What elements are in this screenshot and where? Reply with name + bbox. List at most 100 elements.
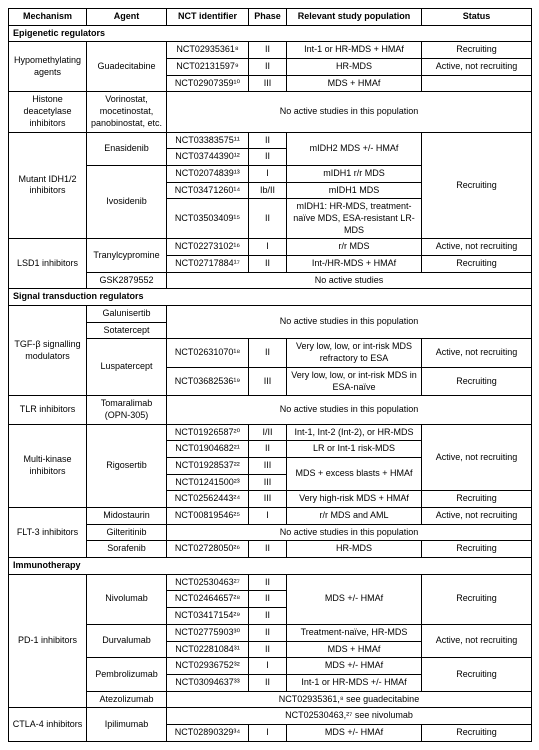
- table-row: Histone deacetylase inhibitors Vorinosta…: [9, 92, 532, 132]
- cell-phase: II: [249, 199, 287, 239]
- cell-pop: r/r MDS: [287, 239, 422, 256]
- cell-phase: III: [249, 75, 287, 92]
- table-row: TGF-β signalling modulators Galunisertib…: [9, 306, 532, 323]
- cell-mechanism: PD-1 inhibitors: [9, 574, 87, 708]
- cell-nct: NCT02562443²⁴: [167, 491, 249, 508]
- cell-pop: r/r MDS and AML: [287, 508, 422, 525]
- cell-nct: NCT01926587²⁰: [167, 424, 249, 441]
- cell-agent: Pembrolizumab: [87, 658, 167, 691]
- cell-agent: GSK2879552: [87, 272, 167, 289]
- cell-note: No active studies in this population: [167, 524, 532, 541]
- cell-phase: Ib/II: [249, 182, 287, 199]
- table-row: PD-1 inhibitors Nivolumab NCT02530463²⁷ …: [9, 574, 532, 591]
- cell-phase: II: [249, 59, 287, 76]
- cell-pop: MDS + HMAf: [287, 641, 422, 658]
- cell-phase: I: [249, 724, 287, 741]
- cell-pop: MDS +/- HMAf: [287, 724, 422, 741]
- cell-phase: II: [249, 541, 287, 558]
- cell-phase: II: [249, 42, 287, 59]
- cell-pop: Very low, low, or int-risk MDS refractor…: [287, 339, 422, 367]
- cell-phase: II: [249, 624, 287, 641]
- cell-pop: Int-/HR-MDS + HMAf: [287, 256, 422, 273]
- cell-note: No active studies in this population: [167, 396, 532, 424]
- cell-pop: mIDH1 MDS: [287, 182, 422, 199]
- section-label: Immunotherapy: [9, 558, 532, 575]
- cell-note: No active studies: [167, 272, 532, 289]
- cell-mechanism: Histone deacetylase inhibitors: [9, 92, 87, 132]
- cell-pop: Int-1 or HR-MDS +/- HMAf: [287, 674, 422, 691]
- table-row: CTLA-4 inhibitors Ipilimumab NCT02530463…: [9, 708, 532, 725]
- cell-nct: NCT02717884¹⁷: [167, 256, 249, 273]
- clinical-trials-table: Mechanism Agent NCT identifier Phase Rel…: [8, 8, 532, 742]
- cell-nct: NCT02530463²⁷: [167, 574, 249, 591]
- cell-agent: Rigosertib: [87, 424, 167, 507]
- cell-phase: I: [249, 508, 287, 525]
- table-row: Sorafenib NCT02728050²⁶ II HR-MDS Recrui…: [9, 541, 532, 558]
- cell-nct: NCT03417154²⁹: [167, 608, 249, 625]
- cell-phase: III: [249, 367, 287, 395]
- section-epigenetic: Epigenetic regulators: [9, 25, 532, 42]
- col-phase: Phase: [249, 9, 287, 26]
- cell-pop: Treatment-naïve, HR-MDS: [287, 624, 422, 641]
- cell-mechanism: LSD1 inhibitors: [9, 239, 87, 289]
- cell-status: Active, not recruiting: [422, 424, 532, 491]
- cell-nct: NCT02464657²⁸: [167, 591, 249, 608]
- cell-phase: II: [249, 339, 287, 367]
- cell-agent: Luspatercept: [87, 339, 167, 396]
- cell-mechanism: Hypomethylating agents: [9, 42, 87, 92]
- cell-phase: III: [249, 457, 287, 474]
- cell-status: Recruiting: [422, 574, 532, 624]
- table-row: TLR inhibitors Tomaralimab (OPN-305) No …: [9, 396, 532, 424]
- cell-pop: HR-MDS: [287, 59, 422, 76]
- cell-phase: I: [249, 658, 287, 675]
- cell-pop: MDS +/- HMAf: [287, 658, 422, 675]
- cell-phase: II: [249, 132, 287, 149]
- cell-pop: Int-1 or HR-MDS + HMAf: [287, 42, 422, 59]
- cell-nct: NCT03503409¹⁵: [167, 199, 249, 239]
- cell-status: Recruiting: [422, 132, 532, 239]
- cell-agent: Sotatercept: [87, 322, 167, 339]
- cell-nct: NCT01241500²³: [167, 474, 249, 491]
- cell-nct: NCT03744390¹²: [167, 149, 249, 166]
- cell-agent: Nivolumab: [87, 574, 167, 624]
- cell-nct: NCT03383575¹¹: [167, 132, 249, 149]
- cell-mechanism: TLR inhibitors: [9, 396, 87, 424]
- cell-phase: II: [249, 591, 287, 608]
- table-row: GSK2879552 No active studies: [9, 272, 532, 289]
- cell-agent: Atezolizumab: [87, 691, 167, 708]
- cell-nct: NCT02728050²⁶: [167, 541, 249, 558]
- cell-nct: NCT00819546²⁵: [167, 508, 249, 525]
- cell-pop: Very low, low, or int-risk MDS in ESA-na…: [287, 367, 422, 395]
- cell-status: Recruiting: [422, 658, 532, 691]
- cell-nct: NCT01904682²¹: [167, 441, 249, 458]
- cell-status: Active, not recruiting: [422, 239, 532, 256]
- cell-agent: Durvalumab: [87, 624, 167, 657]
- col-agent: Agent: [87, 9, 167, 26]
- col-mechanism: Mechanism: [9, 9, 87, 26]
- col-nct: NCT identifier: [167, 9, 249, 26]
- section-immuno: Immunotherapy: [9, 558, 532, 575]
- cell-pop: mIDH1: HR-MDS, treatment-naïve MDS, ESA-…: [287, 199, 422, 239]
- cell-nct: NCT03682536¹⁹: [167, 367, 249, 395]
- cell-status: Active, not recruiting: [422, 508, 532, 525]
- table-row: FLT-3 inhibitors Midostaurin NCT00819546…: [9, 508, 532, 525]
- header-row: Mechanism Agent NCT identifier Phase Rel…: [9, 9, 532, 26]
- section-label: Signal transduction regulators: [9, 289, 532, 306]
- cell-pop: MDS +/- HMAf: [287, 574, 422, 624]
- cell-nct: NCT02907359¹⁰: [167, 75, 249, 92]
- cell-status: Active, not recruiting: [422, 59, 532, 76]
- cell-status: Recruiting: [422, 256, 532, 273]
- cell-status: Recruiting: [422, 367, 532, 395]
- cell-nct: NCT02273102¹⁶: [167, 239, 249, 256]
- cell-agent: Tomaralimab (OPN-305): [87, 396, 167, 424]
- cell-phase: II: [249, 674, 287, 691]
- cell-agent: Tranylcypromine: [87, 239, 167, 272]
- cell-phase: II: [249, 574, 287, 591]
- cell-nct: NCT02281084³¹: [167, 641, 249, 658]
- cell-nct: NCT03094637³³: [167, 674, 249, 691]
- cell-status: Active, not recruiting: [422, 624, 532, 657]
- cell-note: NCT02935361,⁸ see guadecitabine: [167, 691, 532, 708]
- cell-mechanism: Mutant IDH1/2 inhibitors: [9, 132, 87, 239]
- cell-note: NCT02530463,²⁷ see nivolumab: [167, 708, 532, 725]
- table-row: LSD1 inhibitors Tranylcypromine NCT02273…: [9, 239, 532, 256]
